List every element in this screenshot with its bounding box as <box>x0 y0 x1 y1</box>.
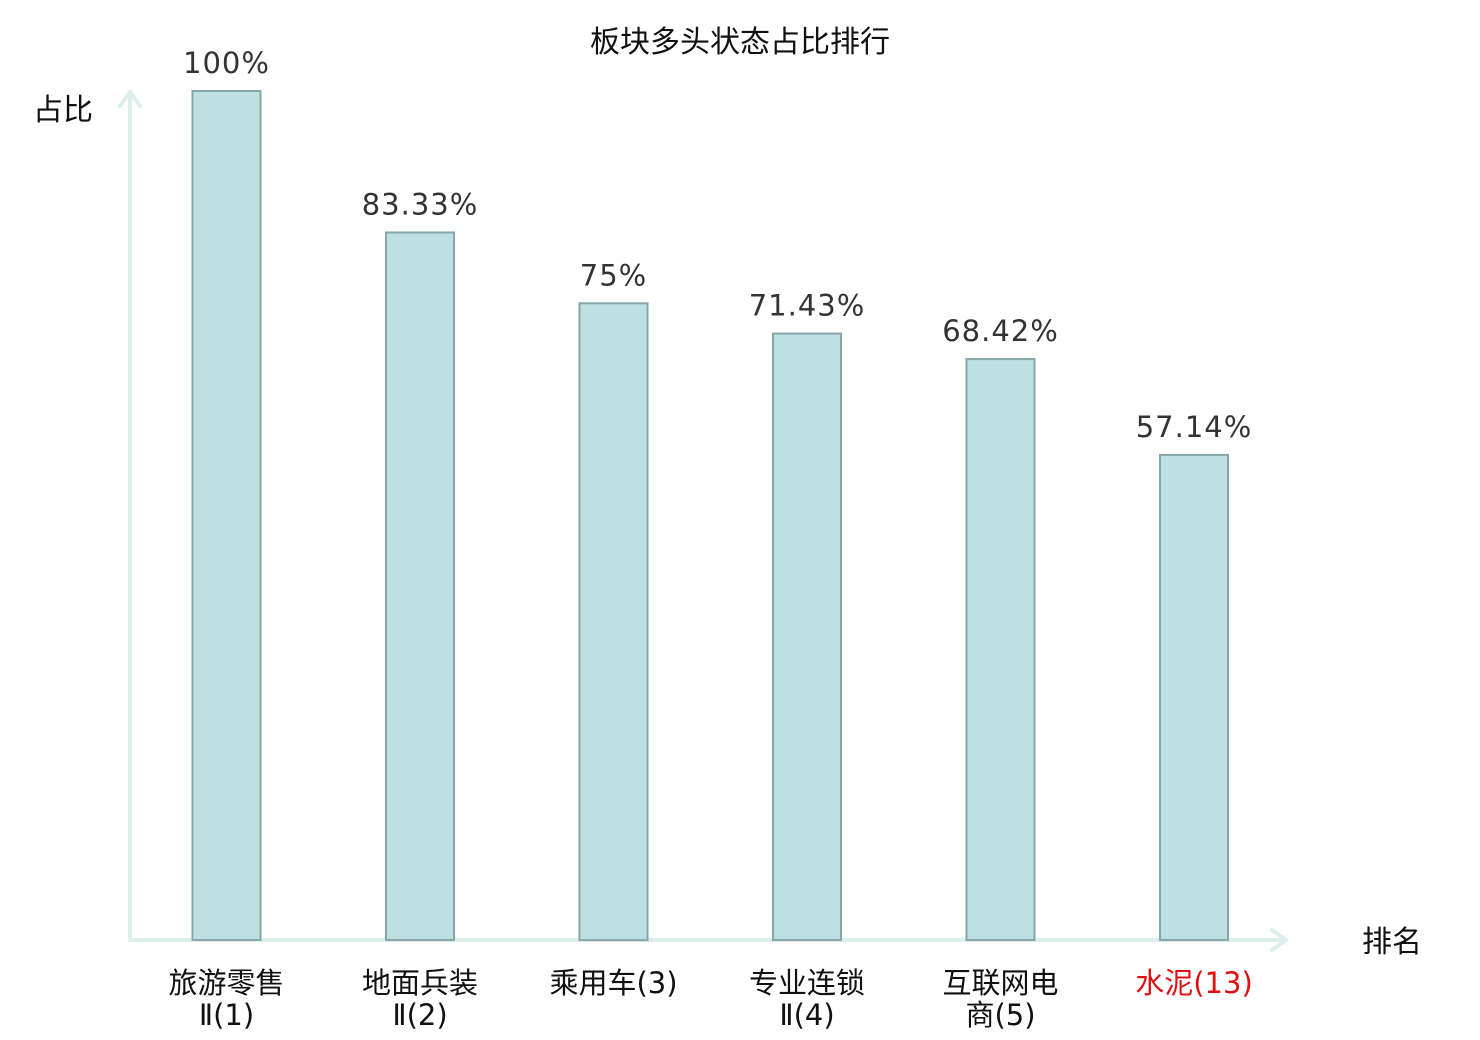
x-axis: 排名 <box>128 925 1422 960</box>
chart-title: 板块多头状态占比排行 <box>590 25 890 60</box>
y-axis: 占比 <box>33 90 142 942</box>
category-label-line: 专业连锁 <box>749 966 865 1000</box>
category-label-line: 互联网电 <box>942 966 1058 1000</box>
value-label-2: 83.33% <box>362 188 479 222</box>
bar-4 <box>772 332 842 942</box>
category-labels-group: 旅游零售 Ⅱ(1) 地面兵装 Ⅱ(2) 乘用车(3) 专业连锁 Ⅱ(4) 互联网电商(5) 水泥… <box>168 966 1252 1032</box>
bar-1 <box>191 90 262 941</box>
category-label-6: 水泥(13) <box>1135 966 1253 1000</box>
category-label-4: 专业连锁 Ⅱ(4) <box>749 966 865 1032</box>
category-label-line: 地面兵装 <box>362 966 478 1000</box>
category-label-3: 乘用车(3) <box>549 966 677 1000</box>
bar-5 <box>965 358 1036 942</box>
value-label-4: 71.43% <box>749 289 866 323</box>
category-label-line: Ⅱ(2) <box>392 998 447 1032</box>
y-axis-label: 占比 <box>33 93 93 128</box>
x-axis-arrow <box>1270 928 1288 952</box>
y-axis-arrow <box>118 90 142 108</box>
category-label-line: 商(5) <box>965 998 1035 1032</box>
category-label-line: 旅游零售 <box>168 966 284 1000</box>
value-labels-group: 100% 83.33% 75% 71.43% 68.42% 57.14% <box>183 46 1253 444</box>
category-label-line: Ⅱ(1) <box>199 998 254 1032</box>
category-label-2: 地面兵装 Ⅱ(2) <box>362 966 478 1032</box>
bar-2 <box>385 231 455 941</box>
category-label-1: 旅游零售 Ⅱ(1) <box>168 966 284 1032</box>
category-label-line: 水泥(13) <box>1135 966 1253 1000</box>
category-label-line: 乘用车(3) <box>549 966 677 1000</box>
category-label-line: Ⅱ(4) <box>779 998 834 1032</box>
value-label-5: 68.42% <box>942 314 1059 348</box>
value-label-1: 100% <box>183 46 270 80</box>
bar-3 <box>578 302 649 942</box>
bar-6 <box>1159 453 1229 941</box>
x-axis-label: 排名 <box>1362 925 1422 960</box>
value-label-6: 57.14% <box>1136 410 1253 444</box>
bars-group <box>191 90 1229 942</box>
value-label-3: 75% <box>580 258 647 292</box>
category-label-5: 互联网电商(5) <box>942 966 1058 1032</box>
